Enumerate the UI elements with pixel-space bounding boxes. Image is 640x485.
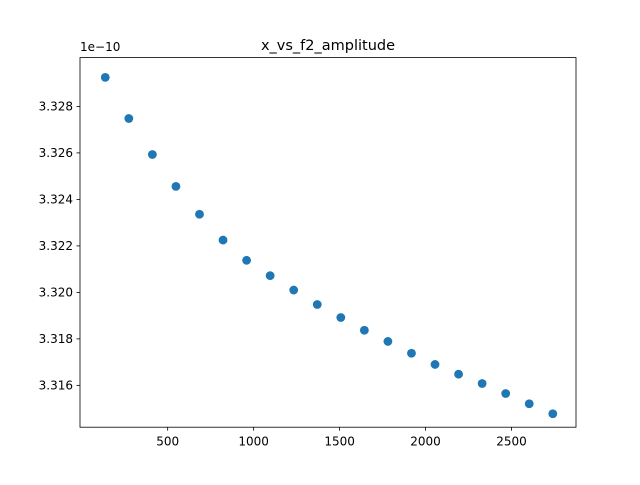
data-point [219,236,228,245]
data-point [384,337,393,346]
data-point [242,256,251,265]
data-point [148,150,157,159]
data-point [478,379,487,388]
data-point [407,349,416,358]
data-point [501,389,510,398]
y-tick-label: 3.328 [39,100,73,114]
x-tick-label: 1000 [238,435,269,449]
data-point [124,114,133,123]
x-tick-label: 2500 [496,435,527,449]
data-point [195,210,204,219]
x-tick-label: 2000 [410,435,441,449]
data-point [431,360,440,369]
y-tick-label: 3.318 [39,332,73,346]
data-point [454,370,463,379]
y-tick-label: 3.316 [39,379,73,393]
data-point [548,409,557,418]
data-point [101,73,110,82]
x-tick-label: 1500 [324,435,355,449]
x-tick-label: 500 [156,435,179,449]
data-point [172,182,181,191]
y-tick-label: 3.326 [39,146,73,160]
data-point [313,300,322,309]
y-tick-label: 3.322 [39,239,73,253]
y-axis-offset-label: 1e−10 [80,40,120,54]
data-point [289,286,298,295]
y-tick-label: 3.324 [39,193,73,207]
data-point [525,399,534,408]
y-tick-label: 3.320 [39,286,73,300]
data-point [266,271,275,280]
data-point [336,313,345,322]
data-point [360,326,369,335]
chart-title: x_vs_f2_amplitude [261,38,395,54]
